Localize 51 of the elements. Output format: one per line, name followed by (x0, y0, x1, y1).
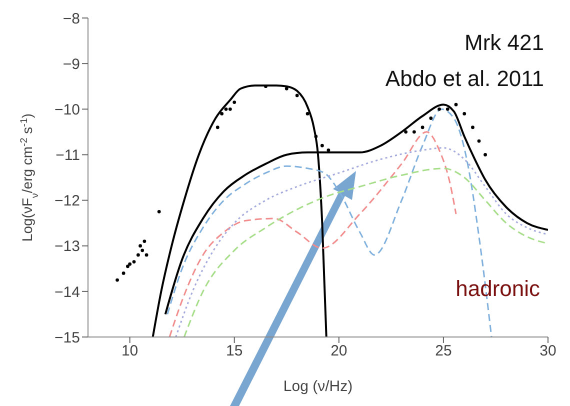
x-tick-label: 20 (330, 342, 348, 360)
point (216, 126, 220, 130)
point (220, 112, 224, 116)
point (477, 139, 481, 143)
point (132, 260, 136, 264)
y-tick-label: −9 (62, 56, 80, 73)
point (157, 210, 161, 214)
y-tick-label: −11 (56, 147, 80, 164)
point (136, 253, 140, 257)
x-tick-label: 15 (226, 342, 243, 360)
point (306, 112, 310, 116)
point (320, 144, 324, 148)
y-tick-label: −13 (54, 238, 80, 256)
point (404, 130, 408, 134)
point (314, 134, 318, 138)
point (128, 262, 132, 266)
point (484, 153, 487, 156)
line-series (168, 131, 457, 337)
y-tick-label: −10 (54, 101, 80, 118)
point (122, 272, 126, 275)
point (412, 130, 416, 134)
point (420, 126, 424, 130)
point (429, 116, 433, 120)
point (284, 86, 288, 90)
point (228, 107, 232, 111)
point (140, 248, 144, 252)
point (295, 94, 299, 98)
y-tick-label: −12 (54, 192, 80, 210)
x-tick-label: 10 (121, 342, 138, 360)
point (232, 100, 236, 104)
annotation: Abdo et al. 2011 (385, 66, 544, 92)
point (454, 102, 458, 106)
point (462, 112, 466, 116)
point (126, 264, 130, 268)
point (144, 253, 148, 257)
y-tick-label: −15 (54, 329, 80, 346)
point (471, 126, 474, 130)
y-tick-label: −14 (54, 284, 80, 301)
point (142, 240, 146, 243)
point (224, 107, 228, 111)
point (326, 148, 330, 152)
y-tick-label: −8 (62, 10, 80, 28)
annotation: Mrk 421 (464, 30, 544, 56)
point (138, 244, 142, 248)
point (438, 107, 441, 111)
point (446, 107, 450, 111)
annotation: hadronic (456, 276, 540, 302)
x-tick-label: 25 (435, 342, 452, 360)
x-tick-label: 30 (540, 342, 556, 360)
x-axis-title: Log (ν/Hz) (283, 378, 353, 395)
point (116, 278, 119, 282)
